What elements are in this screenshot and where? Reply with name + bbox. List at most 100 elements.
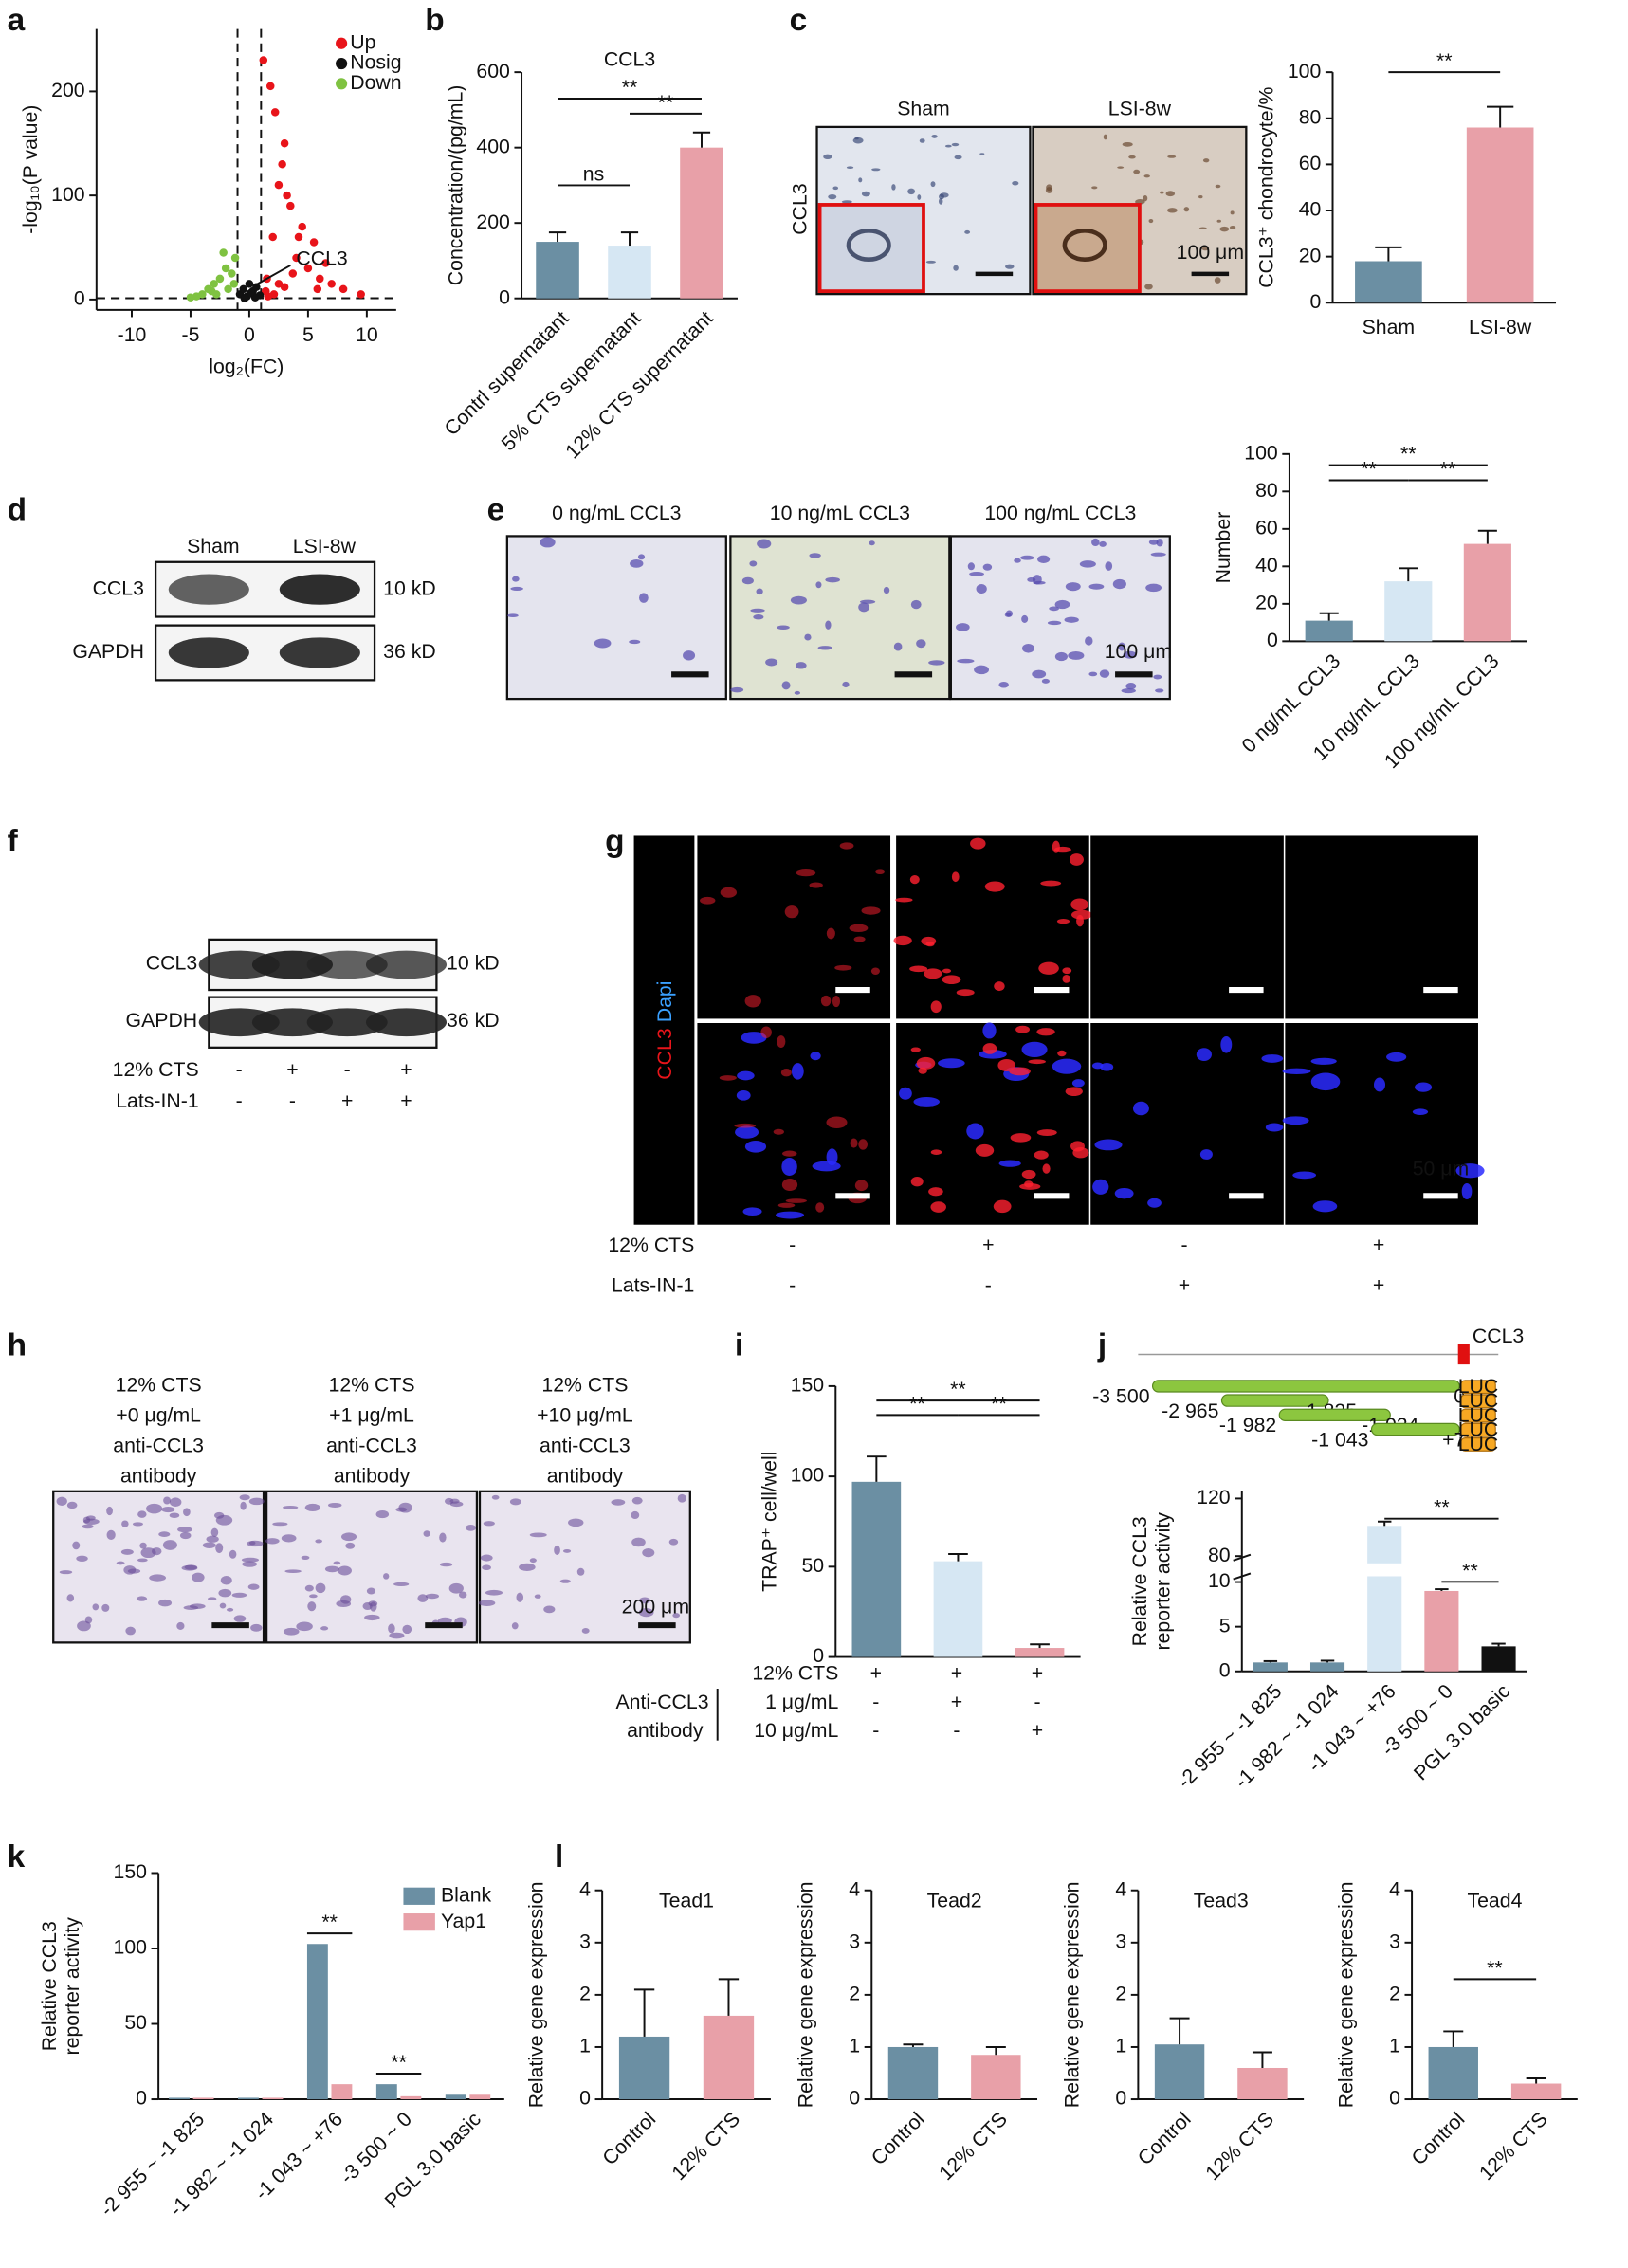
y-tick-label: 1: [579, 2035, 591, 2058]
cell: [206, 1535, 219, 1543]
chart-title: Tead1: [659, 1890, 714, 1912]
cell: [248, 1541, 256, 1546]
cell: [1155, 688, 1164, 693]
cell: [1105, 561, 1113, 571]
cell: [899, 1087, 912, 1100]
cell: [389, 1632, 405, 1639]
luc-label: LUC: [1458, 1433, 1499, 1455]
cell: [956, 989, 975, 997]
bar: [1309, 1662, 1345, 1672]
cell: [1461, 1182, 1473, 1200]
cell: [519, 1563, 536, 1571]
y-axis-label: Relative gene expression: [524, 1881, 547, 2108]
y-tick-label: 0: [74, 287, 85, 310]
cell: [839, 842, 854, 850]
cell: [121, 1520, 129, 1527]
y-axis-label: Number: [1212, 512, 1235, 584]
cell: [512, 576, 520, 582]
cell: [183, 1605, 199, 1610]
cell: [942, 975, 961, 985]
cell: [1125, 683, 1137, 690]
cell: [1047, 620, 1062, 626]
cell: [672, 1613, 681, 1619]
cell: [796, 869, 816, 877]
cell: [554, 1545, 560, 1555]
y-tick-label: 50: [801, 1554, 824, 1577]
construct-label: -1 043: [1311, 1428, 1368, 1451]
cell: [994, 981, 1005, 992]
cell: [1112, 578, 1126, 590]
fluorescence-image: [1285, 1023, 1478, 1225]
condition-sign: -: [1034, 1691, 1040, 1713]
bar: [618, 2036, 670, 2100]
cell: [629, 639, 641, 645]
cell: [510, 586, 523, 591]
point: [245, 280, 254, 288]
size-label: 10 kD: [383, 576, 436, 599]
cell: [930, 1201, 946, 1213]
panel-letter: g: [605, 824, 624, 859]
legend-label: Blank: [441, 1883, 492, 1906]
cell: [1021, 1169, 1036, 1180]
cell: [559, 1579, 571, 1583]
cell: [529, 1558, 537, 1564]
cell: [466, 1524, 477, 1531]
x-tick-label: Control: [598, 2108, 660, 2169]
image-panel: [478, 1490, 691, 1644]
cell: [944, 144, 952, 148]
cell: [132, 1522, 144, 1527]
cell: [893, 935, 912, 946]
point: [327, 280, 336, 288]
construct-label: -3 500: [1092, 1385, 1149, 1408]
cell: [1144, 284, 1153, 290]
cell: [82, 1524, 94, 1529]
cell: [438, 1617, 452, 1624]
bar: [169, 2097, 190, 2100]
cell: [1455, 1163, 1485, 1179]
point: [283, 191, 291, 200]
cell: [631, 1510, 640, 1520]
cell: [871, 168, 881, 172]
cell: [192, 1572, 205, 1582]
cell: [219, 1602, 227, 1609]
fluorescence-image: [697, 1023, 891, 1225]
cell: [1150, 552, 1166, 557]
cell: [825, 620, 832, 630]
stain-name: Dapi: [653, 980, 676, 1022]
significance-label: **: [1440, 457, 1456, 480]
cell: [1028, 1059, 1046, 1065]
y-tick-label: 0: [1219, 1658, 1231, 1681]
cell: [106, 1529, 116, 1541]
cell: [1065, 1087, 1083, 1096]
luc-box: [1460, 1380, 1496, 1395]
point: [309, 238, 319, 247]
condition-sign: -: [789, 1234, 796, 1256]
y-tick-label: 0: [136, 2087, 147, 2110]
row-label: CCL3: [146, 951, 197, 974]
bar: [1424, 1590, 1459, 1672]
band: [279, 637, 360, 668]
cell: [928, 660, 945, 666]
cell: [179, 1531, 192, 1540]
cell: [1037, 555, 1051, 564]
cell: [760, 1026, 772, 1038]
cell: [1064, 616, 1079, 623]
cell: [910, 1177, 924, 1187]
band: [306, 1008, 388, 1037]
luc-label: LUC: [1458, 1418, 1499, 1441]
point: [219, 248, 228, 257]
cell: [1015, 1025, 1030, 1033]
cell: [242, 1561, 258, 1567]
cell: [639, 593, 649, 603]
cell: [449, 1501, 464, 1508]
cell: [916, 639, 926, 649]
cell: [1079, 560, 1096, 568]
y-axis-label: TRAP⁺ cell/well: [759, 1452, 781, 1592]
bar: [608, 246, 651, 299]
significance-label: **: [1436, 49, 1453, 72]
cell: [982, 563, 993, 571]
x-tick-label: 12% CTS supernatant: [561, 306, 718, 463]
cell: [1118, 642, 1125, 651]
bar: [933, 1561, 983, 1657]
